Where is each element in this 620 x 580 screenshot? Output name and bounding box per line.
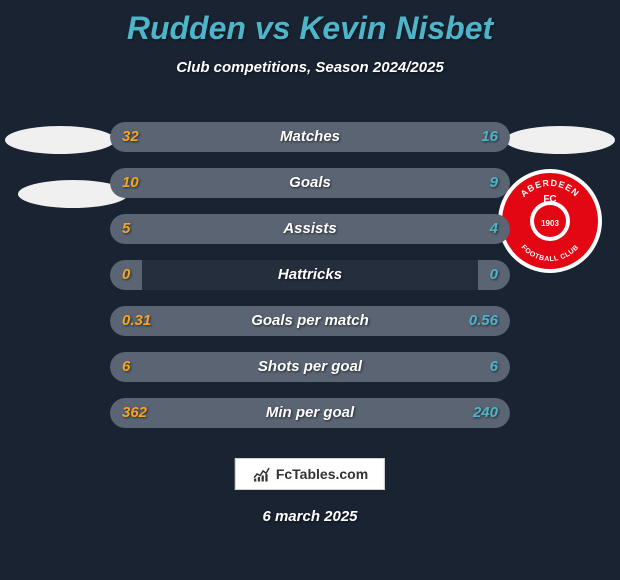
stat-label: Goals xyxy=(110,168,510,198)
stat-label: Assists xyxy=(110,214,510,244)
page-title: Rudden vs Kevin Nisbet xyxy=(0,0,620,47)
stat-row: 54Assists xyxy=(110,214,510,244)
stat-label: Min per goal xyxy=(110,398,510,428)
svg-text:FC: FC xyxy=(543,194,556,205)
chart-icon xyxy=(252,465,270,483)
svg-text:1903: 1903 xyxy=(541,219,559,228)
stat-row: 3216Matches xyxy=(110,122,510,152)
stat-label: Shots per goal xyxy=(110,352,510,382)
stat-label: Hattricks xyxy=(110,260,510,290)
footer-date: 6 march 2025 xyxy=(0,508,620,525)
stat-row: 00Hattricks xyxy=(110,260,510,290)
stat-label: Goals per match xyxy=(110,306,510,336)
club-badge-right: 1903 ABERDEEN FOOTBALL CLUB FC xyxy=(495,166,605,276)
stat-row: 362240Min per goal xyxy=(110,398,510,428)
stats-container: 3216Matches 109Goals 54Assists 00Hattricks 0… xyxy=(110,122,510,444)
stat-row: 109Goals xyxy=(110,168,510,198)
stat-label: Matches xyxy=(110,122,510,152)
brand-text: FcTables.com xyxy=(276,466,368,482)
subtitle: Club competitions, Season 2024/2025 xyxy=(0,59,620,76)
avatar-right-player xyxy=(505,126,615,154)
stat-row: 0.310.56Goals per match xyxy=(110,306,510,336)
brand-badge[interactable]: FcTables.com xyxy=(235,458,385,490)
avatar-left-player xyxy=(5,126,115,154)
stat-row: 66Shots per goal xyxy=(110,352,510,382)
